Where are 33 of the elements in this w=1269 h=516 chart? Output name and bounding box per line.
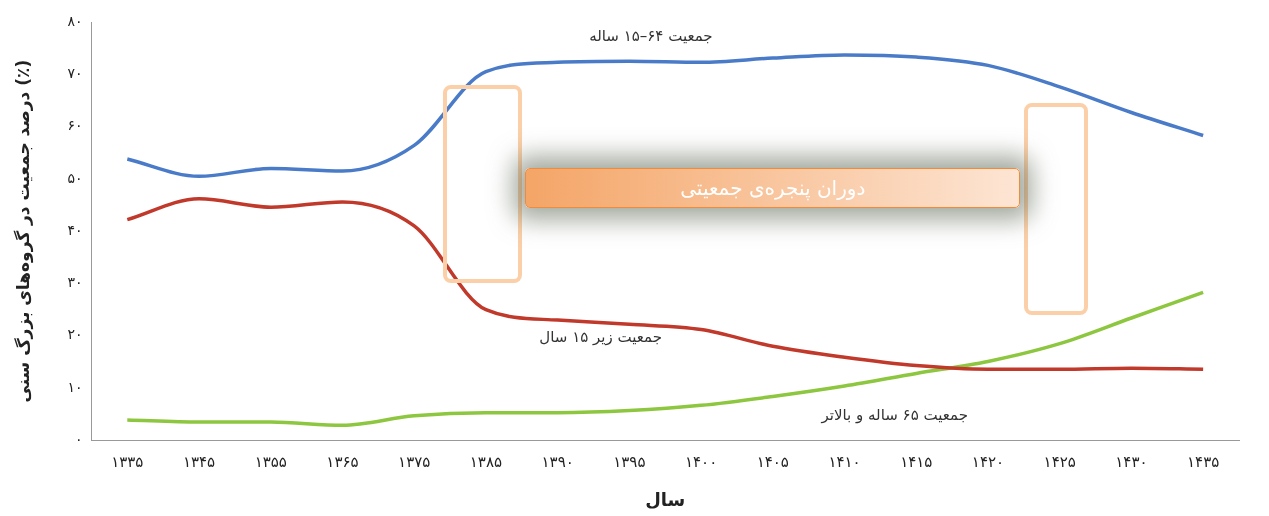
y-tick-label: ۱۰ — [67, 378, 83, 395]
x-tick-label: ۱۴۲۰ — [971, 453, 1005, 472]
x-tick-label: ۱۴۱۵ — [900, 453, 933, 472]
y-tick-label: ۸۰ — [67, 12, 83, 29]
y-axis-title: درصد جمعیت در گروه‌های بزرگ سنی (٪) — [12, 59, 34, 403]
x-tick-label: ۱۳۶۵ — [326, 453, 359, 472]
y-tick-label: ۶۰ — [67, 117, 83, 134]
y-tick-label: ۷۰ — [67, 64, 83, 81]
x-tick-label: ۱۴۰۵ — [756, 453, 789, 472]
x-axis-title: سال — [645, 488, 686, 510]
series-label: جمعیت زیر ۱۵ سال — [539, 328, 662, 347]
series-label: جمعیت ۶۵ ساله و بالاتر — [820, 406, 968, 425]
label-box: دوران پنجره‌ی جمعیتی — [525, 168, 1021, 208]
x-tick-label: ۱۳۹۵ — [613, 453, 646, 472]
x-tick-label: ۱۳۹۰ — [541, 453, 574, 472]
x-tick-label: ۱۴۳۵ — [1187, 453, 1220, 472]
y-tick-label: ۰ — [74, 431, 83, 448]
x-tick-label: ۱۳۵۵ — [254, 453, 287, 472]
y-tick-label: ۲۰ — [67, 326, 83, 343]
line-series — [125, 290, 1205, 427]
y-tick-label: ۴۰ — [67, 221, 83, 238]
x-tick-label: ۱۳۷۵ — [398, 453, 431, 472]
x-tick-label: ۱۴۲۵ — [1043, 453, 1076, 472]
y-tick-label: ۳۰ — [67, 274, 83, 291]
series-label: جمعیت ۶۴–۱۵ ساله — [589, 26, 713, 45]
x-tick-label: ۱۴۱۰ — [828, 453, 861, 472]
line-series — [125, 53, 1205, 179]
y-tick-label: ۵۰ — [67, 169, 83, 186]
x-tick-label: ۱۳۸۵ — [469, 453, 503, 472]
x-tick-label: ۱۳۴۵ — [182, 453, 216, 472]
x-tick-label: ۱۳۳۵ — [111, 453, 144, 472]
x-tick-label: ۱۴۰۰ — [684, 453, 718, 472]
x-tick-label: ۱۴۳۰ — [1115, 453, 1148, 472]
